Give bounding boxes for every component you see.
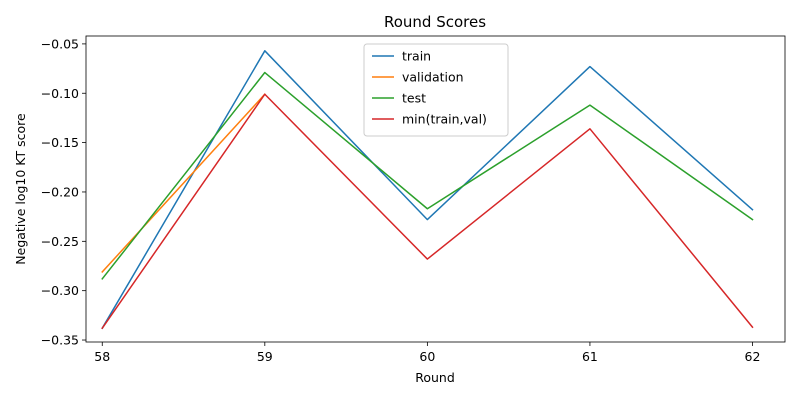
series-line-1	[101, 93, 266, 273]
x-tick-label: 61	[582, 349, 598, 364]
y-axis: −0.35 −0.30 −0.25 −0.20 −0.15 −0.10 −0.05	[41, 36, 86, 348]
series-line-0	[101, 50, 754, 330]
y-tick-label: −0.25	[41, 234, 79, 249]
y-tick-label: −0.30	[41, 283, 79, 298]
legend-label-2: test	[402, 91, 426, 106]
legend-label-3: min(train,val)	[402, 112, 487, 127]
legend: train validation test min(train,val)	[363, 43, 509, 137]
x-tick-label: 59	[257, 349, 273, 364]
chart-title: Round Scores	[384, 13, 486, 31]
legend-box	[363, 43, 509, 137]
x-axis: 58 59 60 61 62	[94, 342, 760, 364]
legend-label-0: train	[402, 49, 431, 64]
y-tick-label: −0.15	[41, 135, 79, 150]
x-tick-label: 60	[419, 349, 435, 364]
y-tick-label: −0.10	[41, 86, 79, 101]
plot-series-group	[101, 50, 754, 330]
plot-frame	[85, 35, 786, 343]
y-tick-label: −0.35	[41, 333, 79, 348]
y-axis-label: Negative log10 KT score	[13, 113, 28, 265]
y-tick-label: −0.05	[41, 36, 79, 51]
series-line-2	[101, 71, 754, 280]
series-line-3	[101, 93, 754, 330]
x-tick-label: 62	[745, 349, 761, 364]
x-tick-label: 58	[94, 349, 110, 364]
x-axis-label: Round	[415, 370, 455, 385]
y-tick-label: −0.20	[41, 184, 79, 199]
legend-label-1: validation	[402, 70, 464, 85]
